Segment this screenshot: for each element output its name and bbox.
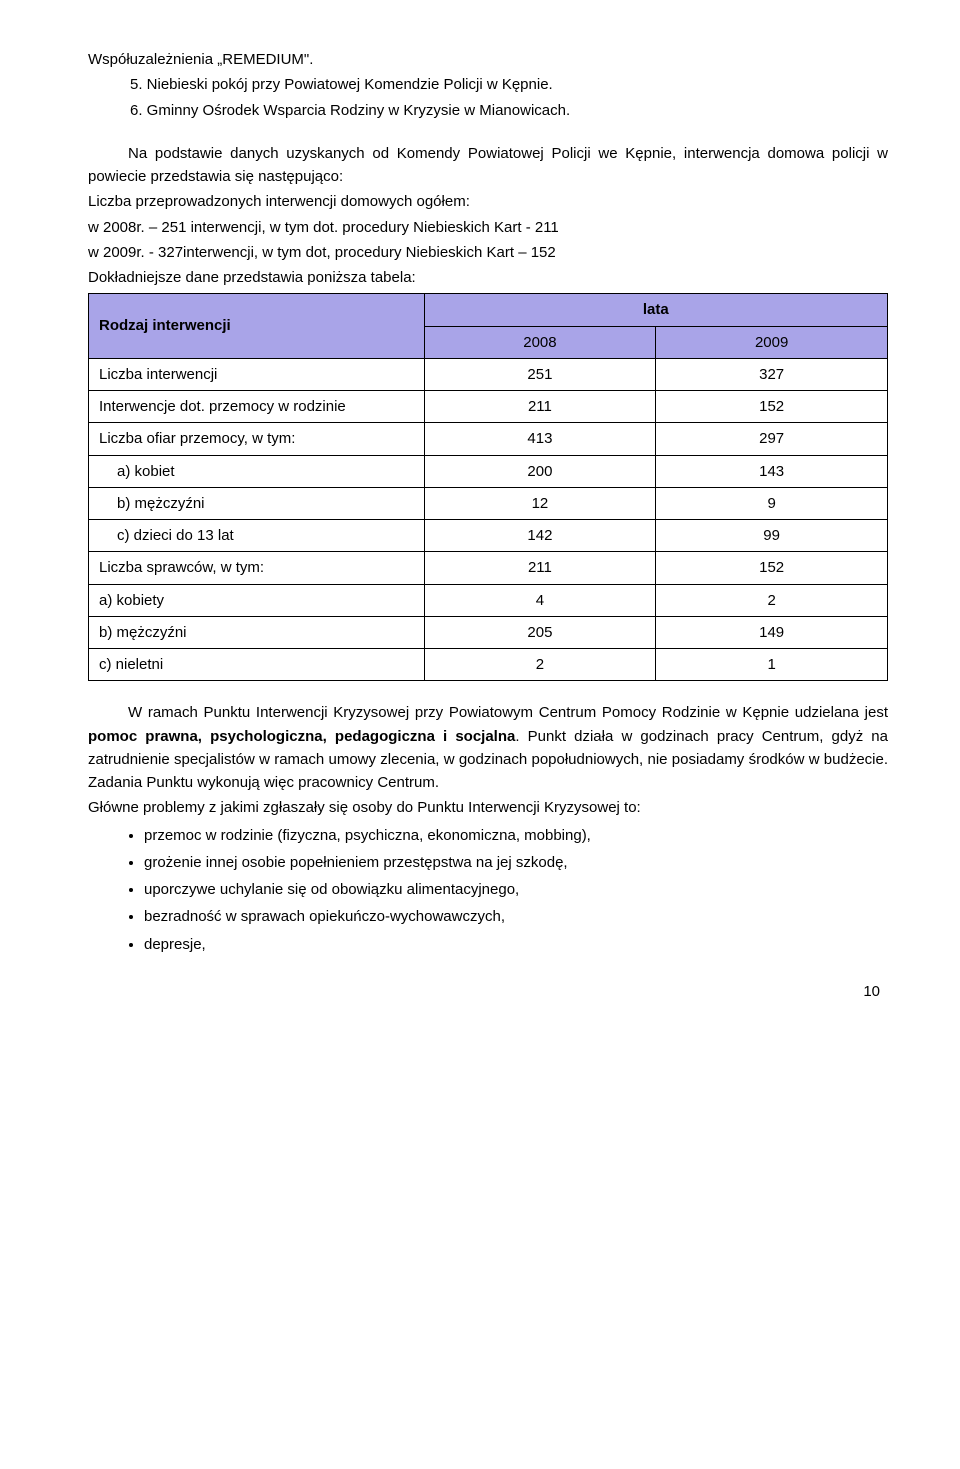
th-type: Rodzaj interwencji [89,294,425,359]
row-val-2009: 143 [656,455,888,487]
table-row: b) mężczyźni205149 [89,616,888,648]
row-val-2008: 4 [424,584,656,616]
list-item: przemoc w rodzinie (fizyczna, psychiczna… [144,824,888,847]
interventions-table: Rodzaj interwencji lata 2008 2009 Liczba… [88,293,888,681]
row-val-2009: 152 [656,552,888,584]
bullet-list: przemoc w rodzinie (fizyczna, psychiczna… [88,824,888,956]
row-val-2009: 327 [656,358,888,390]
row-val-2008: 413 [424,423,656,455]
after-p1-pre: W ramach Punktu Interwencji Kryzysowej p… [128,704,888,721]
table-row: Interwencje dot. przemocy w rodzinie2111… [89,391,888,423]
row-val-2009: 1 [656,649,888,681]
row-val-2009: 297 [656,423,888,455]
row-val-2008: 2 [424,649,656,681]
row-val-2009: 152 [656,391,888,423]
table-row: Liczba sprawców, w tym:211152 [89,552,888,584]
row-label: a) kobiet [89,455,425,487]
table-row: a) kobiety42 [89,584,888,616]
table-row: a) kobiet200143 [89,455,888,487]
body-p3: w 2008r. – 251 interwencji, w tym dot. p… [88,216,888,239]
row-val-2008: 211 [424,552,656,584]
intro-line-1: Współuzależnienia „REMEDIUM". [88,48,888,71]
table-row: Liczba interwencji251327 [89,358,888,390]
row-val-2008: 200 [424,455,656,487]
body-p5: Dokładniejsze dane przedstawia poniższa … [88,266,888,289]
table-row: c) dzieci do 13 lat14299 [89,520,888,552]
table-row: Liczba ofiar przemocy, w tym:413297 [89,423,888,455]
body-p1: Na podstawie danych uzyskanych od Komend… [88,142,888,189]
after-p1-bold: pomoc prawna, psychologiczna, pedagogicz… [88,728,515,745]
intro-line-2: 5. Niebieski pokój przy Powiatowej Komen… [88,73,888,96]
list-item: uporczywe uchylanie się od obowiązku ali… [144,878,888,901]
row-label: b) mężczyźni [89,616,425,648]
row-label: c) dzieci do 13 lat [89,520,425,552]
row-val-2008: 12 [424,487,656,519]
body-p4: w 2009r. - 327interwencji, w tym dot, pr… [88,241,888,264]
row-val-2008: 205 [424,616,656,648]
table-row: b) mężczyźni129 [89,487,888,519]
row-label: a) kobiety [89,584,425,616]
table-row: c) nieletni21 [89,649,888,681]
row-val-2008: 251 [424,358,656,390]
after-p2: Główne problemy z jakimi zgłaszały się o… [88,796,888,819]
body-p2: Liczba przeprowadzonych interwencji domo… [88,190,888,213]
intro-line-3: 6. Gminny Ośrodek Wsparcia Rodziny w Kry… [88,99,888,122]
row-label: Liczba interwencji [89,358,425,390]
list-item: bezradność w sprawach opiekuńczo-wychowa… [144,905,888,928]
row-label: Interwencje dot. przemocy w rodzinie [89,391,425,423]
row-label: Liczba sprawców, w tym: [89,552,425,584]
th-2009: 2009 [656,326,888,358]
row-val-2008: 211 [424,391,656,423]
row-label: c) nieletni [89,649,425,681]
row-val-2008: 142 [424,520,656,552]
row-label: Liczba ofiar przemocy, w tym: [89,423,425,455]
row-val-2009: 9 [656,487,888,519]
after-p1: W ramach Punktu Interwencji Kryzysowej p… [88,701,888,794]
row-label: b) mężczyźni [89,487,425,519]
spacer [88,124,888,142]
list-item: depresje, [144,933,888,956]
row-val-2009: 2 [656,584,888,616]
th-2008: 2008 [424,326,656,358]
list-item: grożenie innej osobie popełnieniem przes… [144,851,888,874]
page-number: 10 [88,980,888,1003]
row-val-2009: 149 [656,616,888,648]
th-years: lata [424,294,887,326]
table-body: Liczba interwencji251327Interwencje dot.… [89,358,888,681]
table-header-row-1: Rodzaj interwencji lata [89,294,888,326]
row-val-2009: 99 [656,520,888,552]
